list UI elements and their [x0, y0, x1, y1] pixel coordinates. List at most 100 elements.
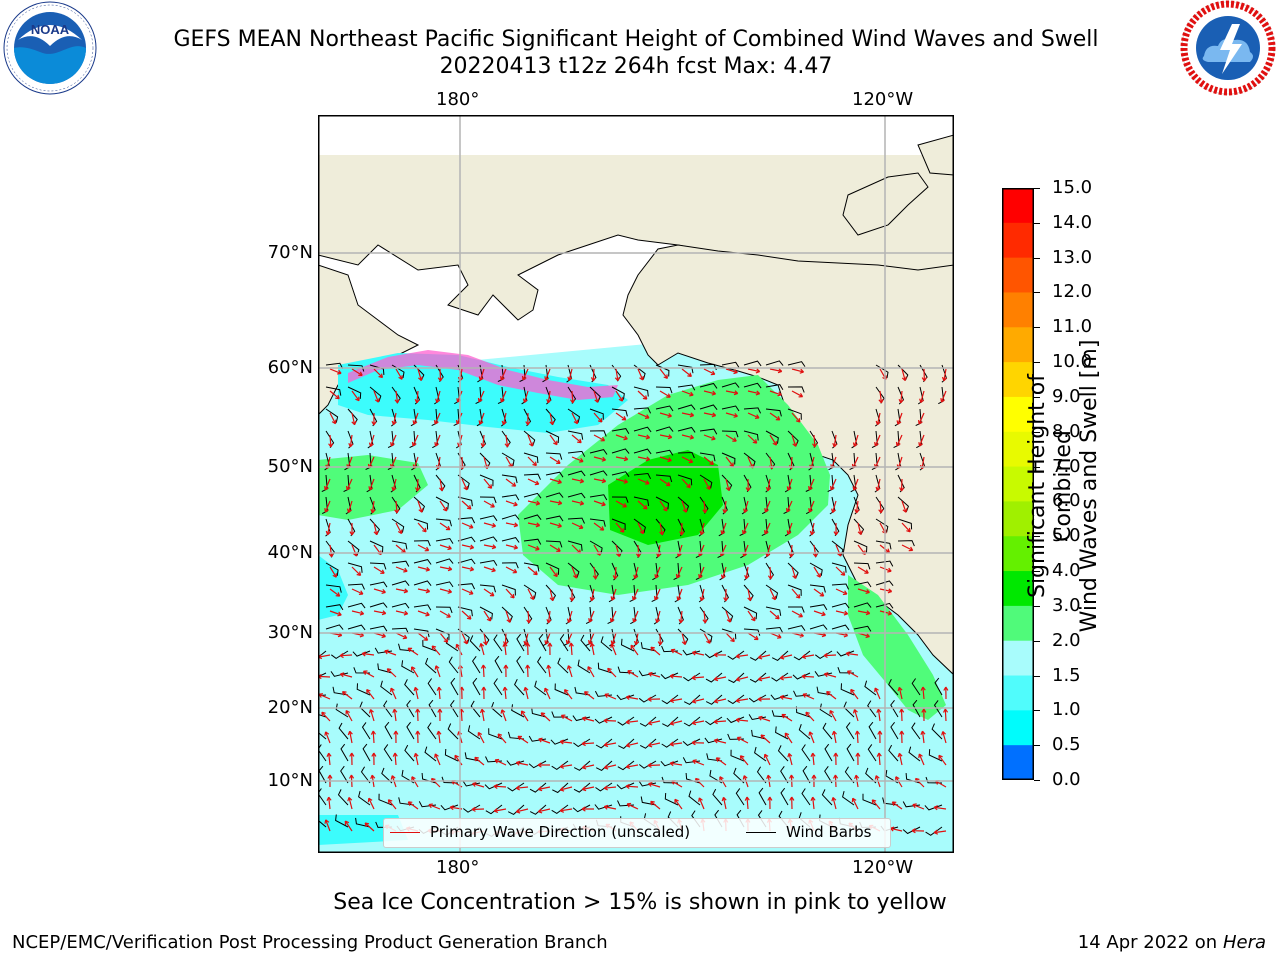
colorbar-tick-mark — [1034, 675, 1040, 677]
wind-barb — [589, 470, 608, 476]
wave-direction-arrow — [855, 752, 861, 766]
wave-direction-arrow — [527, 588, 535, 601]
wave-direction-arrow — [477, 390, 485, 403]
wind-barb — [435, 606, 453, 614]
legend-wave-label: Primary Wave Direction (unscaled) — [430, 823, 691, 841]
wind-barb — [494, 655, 503, 674]
wind-barb — [501, 514, 520, 520]
wind-barb — [754, 746, 767, 762]
wave-direction-arrow — [899, 478, 905, 492]
wind-barb — [567, 430, 584, 440]
wave-direction-arrow — [691, 675, 705, 681]
wave-direction-arrow — [607, 667, 617, 678]
wind-barb — [639, 738, 657, 749]
wind-barb — [699, 452, 716, 462]
wind-barb — [318, 744, 327, 762]
wave-direction-arrow — [505, 566, 518, 574]
wave-direction-arrow — [344, 820, 353, 832]
wind-barb — [391, 560, 410, 567]
wind-barb — [567, 540, 583, 551]
wind-barb — [457, 583, 476, 590]
colorbar-tick-mark — [1034, 327, 1040, 329]
wave-direction-arrow — [659, 500, 668, 512]
wind-barb — [589, 540, 603, 554]
wind-barb — [633, 426, 652, 433]
wave-direction-arrow — [527, 434, 534, 447]
wave-direction-arrow — [659, 390, 671, 398]
wave-direction-arrow — [515, 808, 529, 814]
wind-barb — [425, 657, 437, 674]
wind-barb — [360, 766, 371, 784]
wave-direction-arrow — [364, 822, 375, 832]
wave-direction-arrow — [681, 500, 688, 513]
colorbar-swatch — [1002, 257, 1034, 293]
wind-barb — [837, 667, 855, 674]
wind-barb — [611, 518, 626, 530]
wave-direction-arrow — [656, 544, 662, 558]
wind-barb — [559, 634, 569, 652]
wave-direction-arrow — [549, 544, 561, 552]
wave-direction-arrow — [503, 664, 509, 678]
wave-direction-arrow — [525, 642, 531, 656]
wave-direction-arrow — [801, 673, 815, 679]
wave-direction-arrow — [439, 632, 449, 643]
wave-direction-arrow — [897, 686, 903, 700]
wave-direction-arrow — [891, 801, 903, 810]
wind-barb — [457, 496, 473, 507]
wind-barb — [721, 452, 736, 465]
wave-direction-arrow — [415, 708, 421, 722]
wave-direction-arrow — [371, 752, 377, 766]
wind-barb — [413, 559, 432, 565]
wave-direction-arrow — [669, 673, 683, 679]
wave-direction-arrow — [603, 742, 617, 748]
wind-barb — [545, 452, 563, 460]
wave-direction-arrow — [437, 368, 443, 382]
wind-barb — [875, 540, 892, 550]
colorbar-tick-mark — [1034, 292, 1040, 294]
wind-barb — [775, 726, 789, 740]
wave-direction-arrow — [439, 566, 453, 572]
wave-direction-arrow — [813, 566, 821, 578]
wind-barb — [655, 496, 670, 510]
wave-direction-arrow — [592, 566, 598, 580]
wind-barb — [617, 716, 635, 726]
wave-direction-arrow — [625, 783, 639, 789]
wave-direction-arrow — [835, 566, 846, 576]
wave-direction-arrow — [901, 544, 914, 552]
wave-direction-arrow — [454, 754, 463, 766]
swh-contour-3m-west — [318, 455, 428, 520]
wave-direction-arrow — [669, 697, 683, 704]
wave-direction-arrow — [919, 390, 925, 404]
graticule — [318, 115, 954, 853]
wind-barb — [748, 694, 767, 703]
wind-barb — [501, 452, 515, 467]
wave-direction-arrow — [505, 610, 512, 623]
wind-barb — [853, 602, 872, 608]
wave-direction-arrow — [537, 786, 551, 792]
wave-direction-arrow — [587, 666, 595, 678]
wind-barb — [589, 408, 604, 420]
wave-direction-arrow — [544, 632, 551, 645]
colorbar-tick-label: 11.0 — [1052, 316, 1093, 338]
wind-barb-swatch — [746, 831, 776, 833]
wind-barb — [428, 699, 437, 718]
wind-barb — [824, 766, 833, 784]
wave-direction-arrow — [549, 522, 562, 528]
wind-barb — [594, 716, 613, 724]
wind-barb — [787, 361, 806, 367]
wind-barb — [618, 738, 635, 750]
wave-direction-arrow — [637, 434, 651, 440]
wave-direction-arrow — [877, 730, 883, 744]
wind-barb — [638, 760, 657, 769]
wind-barb — [381, 767, 393, 784]
wave-direction-arrow — [852, 709, 859, 722]
wave-direction-arrow — [779, 654, 793, 660]
wave-direction-arrow — [760, 734, 771, 744]
wind-barb — [809, 584, 826, 593]
wave-direction-arrow — [428, 803, 441, 810]
wind-barb — [479, 515, 498, 522]
wave-direction-arrow — [823, 672, 837, 678]
wave-direction-arrow — [588, 632, 595, 645]
wave-direction-arrow — [411, 776, 419, 788]
wave-direction-arrow — [735, 717, 749, 723]
